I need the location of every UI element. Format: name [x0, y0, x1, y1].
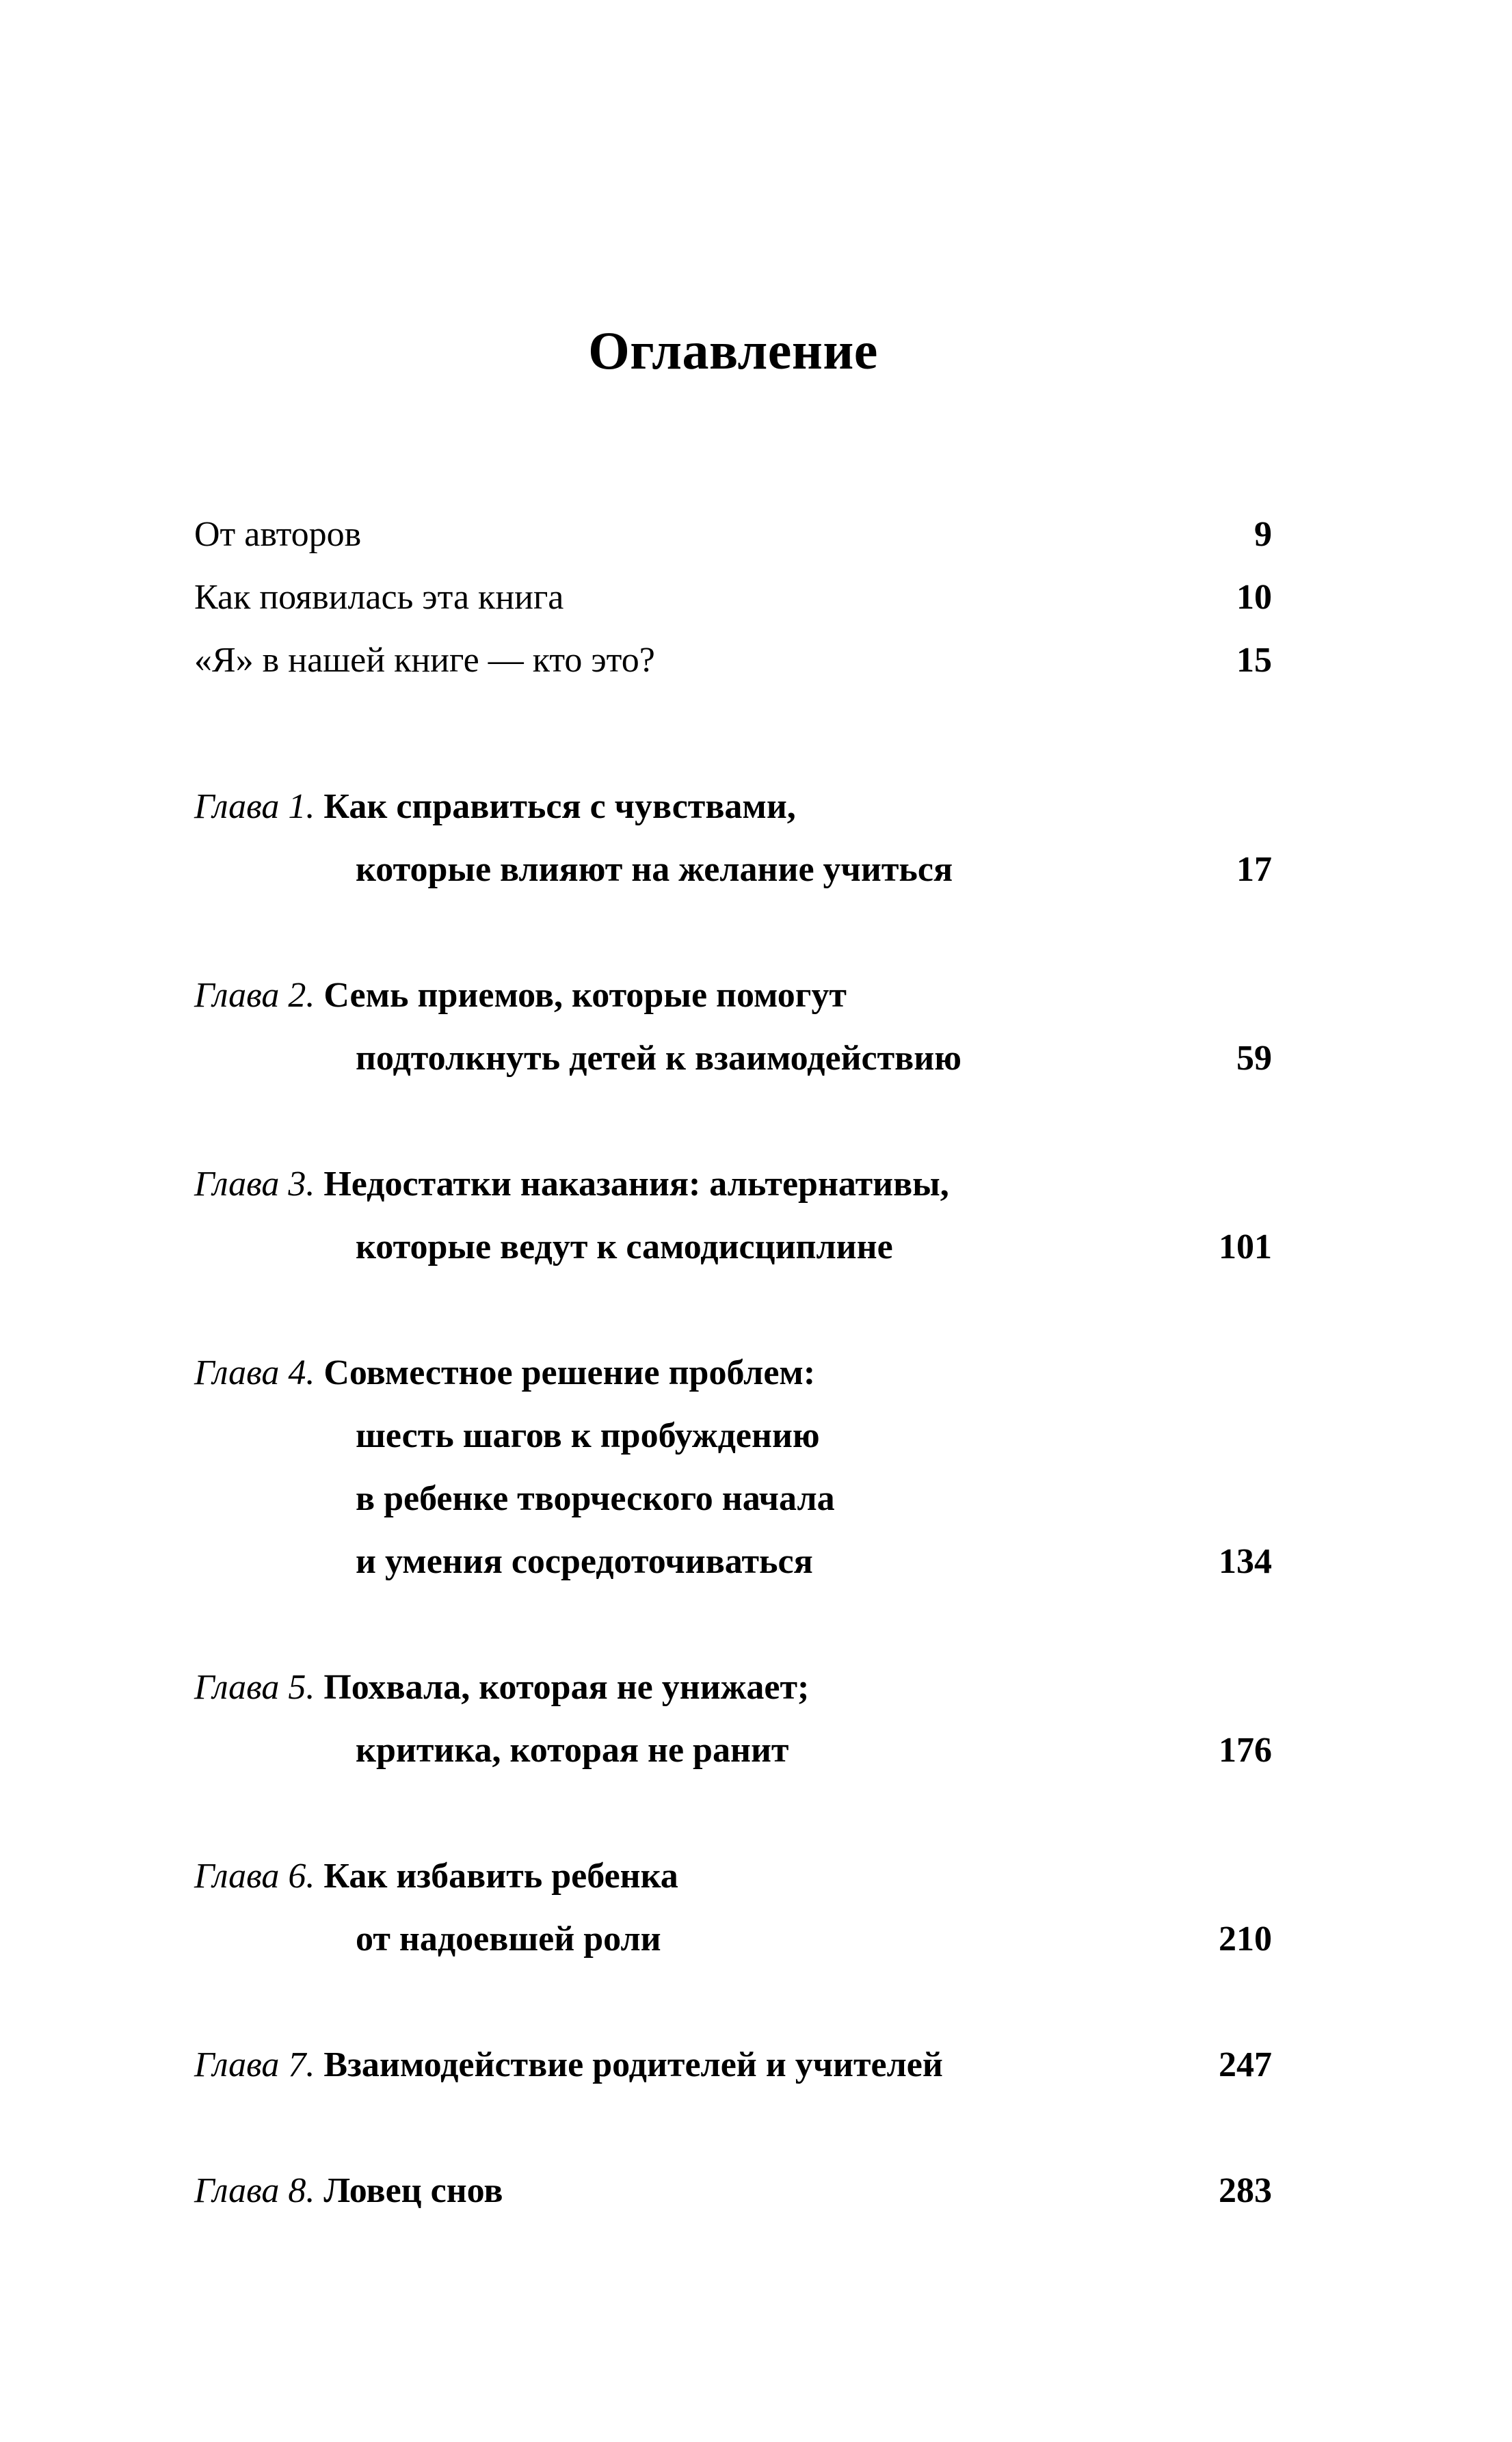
chapter-entry: Глава 2. Семь приемов, которые помогут по… [194, 964, 1272, 1090]
chapter-title: Недостатки наказания: альтернативы, котор… [323, 1165, 949, 1266]
chapter-list: Глава 1. Как справиться с чувствами, кото… [194, 775, 1272, 2222]
entry-page-number: 17 [1236, 850, 1272, 889]
chapter-text: Глава 8. Ловец снов [194, 2160, 1219, 2222]
entry-page-number: 247 [1219, 2045, 1272, 2084]
entry-page-number: 10 [1236, 578, 1272, 617]
entry-page-number: 283 [1219, 2171, 1272, 2210]
chapter-label: Глава 5. [194, 1668, 324, 1707]
chapter-title: Семь приемов, которые помогут подтолкнуть… [323, 976, 961, 1078]
chapter-text: Глава 2. Семь приемов, которые помогут по… [194, 964, 1236, 1090]
chapter-label: Глава 8. [194, 2171, 324, 2210]
chapter-title: Как справиться с чувствами, которые влияю… [323, 787, 953, 889]
chapter-text: Глава 7. Взаимодействие родителей и учит… [194, 2034, 1219, 2097]
entry-label: От авторов [194, 515, 362, 554]
entry-page-number: 176 [1219, 1731, 1272, 1770]
entry-page-number: 101 [1219, 1227, 1272, 1266]
entry-page-number: 9 [1254, 515, 1272, 554]
chapter-entry: Глава 4. Совместное решение проблем: шест… [194, 1342, 1272, 1593]
page-title: Оглавление [588, 321, 878, 380]
chapter-label: Глава 1. [194, 787, 324, 826]
toc-content: Оглавление От авторов 9 Как появилась эт… [194, 0, 1272, 2222]
chapter-entry: Глава 6. Как избавить ребенка от надоевше… [194, 1845, 1272, 1971]
chapter-title: Ловец снов [323, 2171, 503, 2210]
chapter-title: Взаимодействие родителей и учителей [323, 2045, 943, 2084]
entry-page-number: 134 [1219, 1542, 1272, 1581]
entry-label: Как появилась эта книга [194, 578, 564, 617]
chapter-label: Глава 7. [194, 2045, 324, 2084]
front-matter-entry: Как появилась эта книга 10 [194, 566, 1272, 629]
front-matter: От авторов 9 Как появилась эта книга 10 … [194, 503, 1272, 692]
chapter-text: Глава 6. Как избавить ребенка от надоевше… [194, 1845, 1219, 1971]
chapter-label: Глава 2. [194, 976, 324, 1015]
chapter-entry: Глава 3. Недостатки наказания: альтернат… [194, 1153, 1272, 1279]
chapter-label: Глава 3. [194, 1165, 324, 1204]
entry-page-number: 210 [1219, 1920, 1272, 1959]
chapter-title: Как избавить ребенка от надоевшей роли [323, 1857, 678, 1959]
chapter-title: Совместное решение проблем: шесть шагов к… [323, 1353, 835, 1581]
chapter-label: Глава 6. [194, 1857, 324, 1896]
entry-page-number: 59 [1236, 1039, 1272, 1078]
chapter-entry: Глава 1. Как справиться с чувствами, кото… [194, 775, 1272, 901]
chapter-entry: Глава 5. Похвала, которая не унижает; кри… [194, 1656, 1272, 1782]
chapter-text: Глава 4. Совместное решение проблем: шест… [194, 1342, 1219, 1593]
chapter-label: Глава 4. [194, 1353, 324, 1392]
chapter-text: Глава 5. Похвала, которая не унижает; кри… [194, 1656, 1219, 1782]
chapter-entry: Глава 7. Взаимодействие родителей и учит… [194, 2034, 1272, 2097]
chapter-title: Похвала, которая не унижает; критика, кот… [323, 1668, 810, 1770]
front-matter-entry: От авторов 9 [194, 503, 1272, 566]
entry-label: «Я» в нашей книге — кто это? [194, 641, 655, 680]
front-matter-entry: «Я» в нашей книге — кто это? 15 [194, 629, 1272, 692]
entry-page-number: 15 [1236, 641, 1272, 680]
chapter-entry: Глава 8. Ловец снов 283 [194, 2160, 1272, 2222]
chapter-text: Глава 1. Как справиться с чувствами, кото… [194, 775, 1236, 901]
chapter-text: Глава 3. Недостатки наказания: альтернат… [194, 1153, 1219, 1279]
